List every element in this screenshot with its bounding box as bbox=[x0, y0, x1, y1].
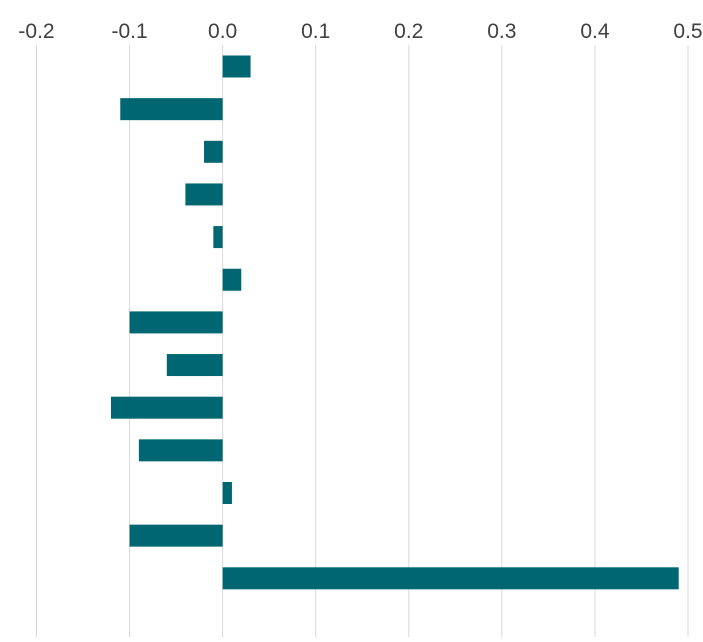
bar bbox=[213, 226, 223, 249]
x-tick-label: 0.1 bbox=[301, 20, 330, 43]
bar bbox=[204, 140, 223, 163]
bar bbox=[120, 98, 223, 121]
x-tick-label: -0.2 bbox=[18, 20, 54, 43]
x-tick-label: 0.0 bbox=[208, 20, 237, 43]
x-tick-label: -0.1 bbox=[111, 20, 147, 43]
bar bbox=[110, 396, 223, 419]
bar bbox=[185, 183, 223, 206]
bar bbox=[138, 439, 223, 462]
x-tick-label: 0.5 bbox=[673, 20, 702, 43]
bar bbox=[222, 567, 679, 590]
bars bbox=[110, 55, 679, 590]
x-axis-tick-labels: -0.2 -0.1 0.0 0.1 0.2 0.3 0.4 0.5 bbox=[18, 20, 702, 43]
bar bbox=[166, 354, 223, 377]
bar bbox=[222, 482, 232, 504]
gridlines bbox=[36, 45, 689, 637]
bar bbox=[222, 268, 242, 291]
bar bbox=[222, 55, 251, 78]
x-tick-label: 0.3 bbox=[487, 20, 516, 43]
bar bbox=[129, 524, 223, 547]
bar bbox=[129, 311, 223, 334]
x-tick-label: 0.2 bbox=[394, 20, 423, 43]
x-tick-label: 0.4 bbox=[580, 20, 610, 43]
